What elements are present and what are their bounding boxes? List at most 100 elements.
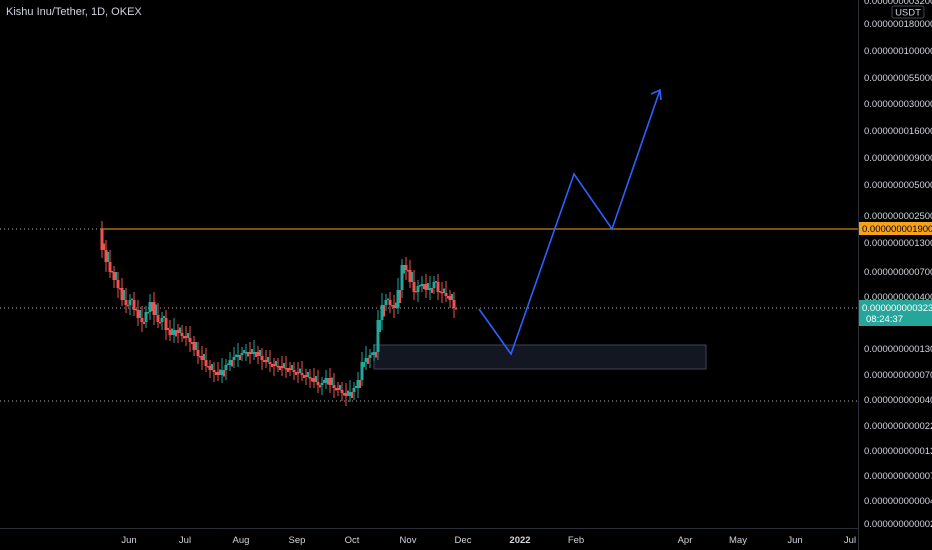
candle-body [451, 294, 453, 300]
candle-body [211, 364, 213, 370]
y-axis[interactable]: 0.0000000032000000 0.0000001800000 0.00000… [864, 0, 932, 530]
candle-body [140, 318, 144, 322]
candle-body [356, 380, 360, 388]
x-tick-label: Jul [844, 535, 856, 546]
candle-body [315, 376, 317, 382]
candle-body [423, 284, 425, 289]
candle-body [152, 302, 156, 315]
candlestick-series [100, 221, 457, 406]
y-tick-label: 0.0000000000023 [864, 519, 932, 530]
x-tick-label: Feb [568, 535, 584, 546]
y-tick-label: 0.0000000300000 [864, 99, 932, 110]
candle-body [252, 352, 256, 354]
candle-body [167, 328, 169, 330]
candle-body [183, 336, 185, 339]
candle-body [244, 352, 248, 354]
candle-body [160, 318, 164, 322]
x-tick-label: Sep [289, 535, 306, 546]
candle-body [199, 356, 201, 358]
x-tick-label: Dec [455, 535, 472, 546]
x-tick-label: 2022 [509, 535, 530, 546]
candle-body [443, 288, 445, 293]
candle-body [220, 370, 224, 375]
candle-body [260, 356, 264, 360]
x-axis[interactable]: Jun Jul Aug Sep Oct Nov Dec 2022 Feb Apr May Jun Jul [121, 535, 856, 546]
candle-body [336, 388, 340, 390]
candle-body [176, 330, 180, 333]
candle-body [135, 309, 137, 311]
y-tick-label: 0.0000000000700 [864, 370, 932, 381]
candle-body [448, 296, 452, 300]
candle-body [228, 360, 232, 365]
y-tick-label: 0.0000000004000 [864, 292, 932, 303]
candle-body [364, 358, 368, 362]
y-tick-label: 0.0000000007000 [864, 267, 932, 278]
candle-body [231, 360, 233, 367]
demand-zone-rect[interactable] [373, 344, 707, 370]
candle-body [139, 310, 141, 318]
candle-body [292, 370, 296, 372]
y-tick-label: 0.0000000025000 [864, 211, 932, 222]
y-tick-label: 0.0000000013000 [864, 238, 932, 249]
candle-body [324, 378, 328, 383]
candle-body [243, 350, 245, 353]
candle-body [399, 290, 401, 303]
candle-body [175, 330, 177, 337]
candle-body [391, 305, 393, 307]
candle-body [240, 353, 244, 355]
candle-body [192, 342, 196, 350]
candle-body [320, 383, 324, 385]
candle-body [411, 272, 413, 282]
y-tick-label: 0.0000000550000 [864, 73, 932, 84]
candle-body [111, 271, 113, 273]
candle-body [255, 352, 257, 357]
y-tick-label: 0.0000000000400 [864, 395, 932, 406]
candle-body [247, 352, 249, 357]
candle-body [280, 366, 284, 368]
projection-path[interactable] [478, 89, 661, 356]
candle-body [355, 386, 357, 388]
candle-body [383, 305, 385, 317]
level-price-text: 0.0000000019000 [862, 224, 932, 235]
candle-body [184, 336, 188, 338]
projection-arrowhead [650, 88, 662, 101]
candle-body [180, 333, 184, 336]
candle-body [335, 388, 337, 391]
candle-body [428, 288, 432, 290]
candle-body [259, 350, 261, 356]
candle-body [328, 378, 332, 385]
candle-body [363, 362, 365, 367]
y-tick-label: 0.0000000000220 [864, 421, 932, 432]
candle-body [104, 250, 108, 262]
candle-body [343, 393, 345, 396]
candle-body [444, 293, 448, 296]
current-price-text: 0.0000000003230 [862, 303, 932, 314]
candle-body [312, 378, 316, 382]
candle-body [187, 333, 189, 338]
candle-body [455, 308, 457, 310]
candle-body [340, 390, 344, 393]
candle-body [164, 318, 168, 330]
candle-body [196, 350, 200, 356]
candle-body [392, 305, 396, 308]
symbol-title[interactable]: Kishu Inu/Tether, 1D, OKEX [6, 6, 142, 18]
candle-body [156, 315, 160, 322]
candle-body [387, 298, 389, 300]
candle-body [283, 363, 285, 368]
candle-body [216, 372, 220, 375]
candle-body [235, 354, 237, 357]
currency-badge[interactable]: USDT [891, 5, 925, 19]
candle-body [304, 375, 308, 377]
x-tick-label: Aug [233, 535, 250, 546]
candle-body [168, 330, 172, 335]
y-tick-label: 0.0000000090000 [864, 153, 932, 164]
candle-body [143, 322, 145, 324]
candle-body [275, 361, 277, 366]
candle-body [440, 292, 444, 294]
candle-body [404, 265, 408, 270]
candle-body [308, 377, 312, 379]
candle-body [203, 354, 205, 360]
y-tick-label: 0.0000001000000 [864, 46, 932, 57]
candle-body [248, 352, 252, 354]
